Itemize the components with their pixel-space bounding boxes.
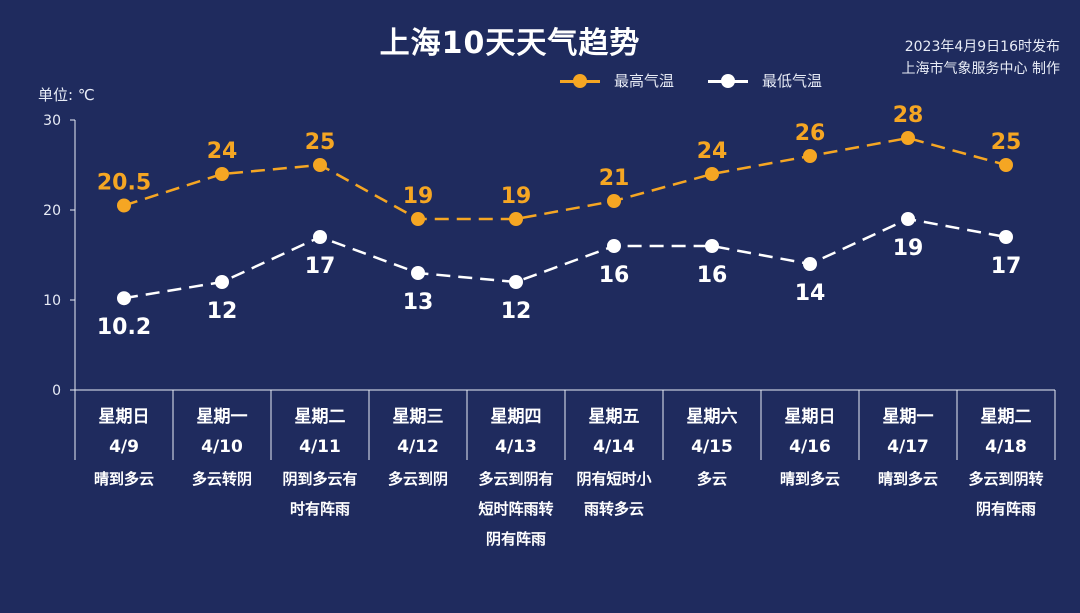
weekday-label: 星期三 — [393, 407, 444, 427]
weather-label: 阴有阵雨 — [976, 500, 1036, 518]
weather-label: 多云到阴有 — [478, 470, 553, 488]
data-point-high — [999, 158, 1013, 172]
data-point-low — [411, 266, 425, 280]
data-label-low: 19 — [893, 236, 924, 261]
weekday-label: 星期二 — [981, 407, 1032, 427]
data-point-low — [607, 239, 621, 253]
data-label-low: 16 — [697, 263, 728, 288]
weather-label: 多云 — [697, 470, 727, 488]
weather-label: 晴到多云 — [878, 470, 938, 488]
data-label-low: 12 — [207, 299, 238, 324]
weekday-label: 星期日 — [99, 407, 150, 427]
data-label-low: 12 — [501, 299, 532, 324]
weather-label: 多云到阴 — [388, 470, 448, 488]
y-tick-label: 10 — [43, 293, 61, 309]
date-label: 4/17 — [887, 437, 929, 457]
legend-item-high: 最高气温 — [560, 70, 674, 91]
data-label-high: 25 — [305, 130, 336, 155]
y-tick-label: 0 — [52, 383, 61, 399]
weekday-label: 星期日 — [785, 407, 836, 427]
date-label: 4/9 — [109, 437, 139, 457]
date-label: 4/13 — [495, 437, 537, 457]
series-line-high — [123, 136, 1007, 221]
weekday-label: 星期一 — [883, 407, 934, 427]
data-label-high: 21 — [599, 166, 630, 191]
weekday-label: 星期六 — [687, 406, 738, 427]
legend: 最高气温 最低气温 — [560, 70, 822, 91]
weather-label: 阴有阵雨 — [486, 530, 546, 548]
legend-label-low: 最低气温 — [762, 72, 823, 90]
date-label: 4/18 — [985, 437, 1027, 457]
weather-label: 多云转阴 — [192, 470, 252, 488]
date-label: 4/10 — [201, 437, 243, 457]
data-point-low — [313, 230, 327, 244]
data-point-low — [215, 275, 229, 289]
data-point-low — [705, 239, 719, 253]
data-point-high — [901, 131, 915, 145]
date-label: 4/11 — [299, 437, 341, 457]
data-label-high: 26 — [795, 121, 826, 146]
weekday-label: 星期四 — [491, 407, 542, 427]
weather-label: 短时阵雨转 — [478, 500, 553, 518]
data-label-low: 17 — [305, 254, 336, 279]
data-point-low — [117, 291, 131, 306]
data-label-low: 17 — [991, 254, 1022, 279]
weekday-label: 星期五 — [589, 407, 640, 427]
weather-label: 晴到多云 — [780, 470, 840, 488]
data-point-high — [705, 167, 719, 181]
data-point-high — [215, 167, 229, 181]
weather-label: 多云到阴转 — [968, 470, 1043, 488]
data-label-high: 25 — [991, 130, 1022, 155]
weather-label: 时有阵雨 — [290, 500, 350, 518]
data-label-high: 28 — [893, 103, 924, 128]
publish-time: 2023年4月9日16时发布 — [904, 39, 1060, 55]
data-label-high: 19 — [501, 184, 532, 209]
legend-label-high: 最高气温 — [614, 72, 675, 90]
data-label-low: 16 — [599, 263, 630, 288]
data-label-high: 24 — [207, 139, 238, 164]
data-label-high: 24 — [697, 139, 728, 164]
weather-label: 雨转多云 — [584, 500, 644, 518]
data-point-high — [313, 158, 327, 172]
data-label-low: 10.2 — [97, 315, 151, 340]
data-point-high — [607, 194, 621, 208]
data-point-low — [803, 257, 817, 271]
weather-label: 阴有短时小 — [576, 470, 651, 488]
date-label: 4/14 — [593, 437, 635, 457]
data-point-low — [509, 275, 523, 289]
date-label: 4/16 — [789, 437, 831, 457]
publisher: 上海市气象服务中心 制作 — [901, 61, 1060, 77]
data-label-high: 19 — [403, 184, 434, 209]
legend-swatch-low — [708, 73, 749, 88]
y-tick-label: 30 — [43, 113, 61, 129]
publish-info: 2023年4月9日16时发布 上海市气象服务中心 制作 — [902, 36, 1060, 80]
data-label-high: 20.5 — [97, 171, 151, 196]
date-label: 4/15 — [691, 437, 733, 457]
data-point-high — [411, 212, 425, 226]
data-point-low — [999, 230, 1013, 244]
series-line-low — [123, 217, 1007, 300]
weather-label: 晴到多云 — [94, 470, 154, 488]
legend-swatch-high — [560, 73, 600, 88]
legend-item-low: 最低气温 — [708, 70, 822, 91]
weekday-label: 星期二 — [295, 407, 346, 427]
y-tick-label: 20 — [43, 203, 61, 219]
data-point-high — [803, 149, 817, 163]
weekday-label: 星期一 — [197, 407, 248, 427]
date-label: 4/12 — [397, 437, 439, 457]
data-label-low: 13 — [403, 290, 434, 315]
data-point-low — [901, 212, 915, 226]
data-point-high — [117, 198, 131, 213]
chart-title: 上海10天天气趋势 — [379, 26, 641, 61]
unit-label: 单位: ℃ — [38, 86, 95, 104]
weather-label: 阴到多云有 — [282, 470, 357, 488]
data-point-high — [509, 212, 523, 226]
data-label-low: 14 — [795, 281, 826, 306]
